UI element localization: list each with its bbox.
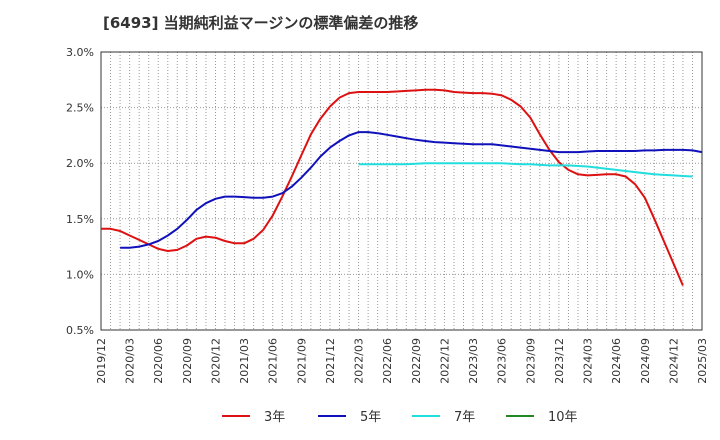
x-tick-label: 2025/03 [696, 338, 709, 384]
y-tick-label: 1.0% [66, 268, 94, 281]
series-line-5年 [120, 131, 703, 249]
y-tick-label: 0.5% [66, 324, 94, 337]
x-tick-label: 2020/12 [209, 338, 222, 384]
x-tick-label: 2022/12 [438, 338, 451, 384]
y-tick-label: 2.5% [66, 102, 94, 115]
x-tick-label: 2021/09 [295, 338, 308, 384]
x-tick-label: 2023/12 [553, 338, 566, 384]
series-line-3年 [101, 88, 684, 286]
x-tick-label: 2020/06 [152, 338, 165, 384]
legend-label-5年: 5年 [360, 410, 381, 425]
x-tick-label: 2020/09 [181, 338, 194, 384]
x-tick-label: 2024/09 [639, 338, 652, 384]
x-tick-label: 2022/06 [381, 338, 394, 384]
legend-label-3年: 3年 [264, 410, 285, 425]
x-tick-label: 2021/03 [238, 338, 251, 384]
x-tick-label: 2024/03 [582, 338, 595, 384]
x-tick-label: 2020/03 [124, 338, 137, 384]
y-tick-label: 1.5% [66, 213, 94, 226]
x-tick-label: 2022/09 [410, 338, 423, 384]
y-tick-label: 2.0% [66, 157, 94, 170]
chart-title: [6493] 当期純利益マージンの標準偏差の推移 [103, 14, 419, 32]
x-tick-label: 2021/12 [324, 338, 337, 384]
x-tick-label: 2021/06 [267, 338, 280, 384]
x-tick-label: 2019/12 [95, 338, 108, 384]
x-tick-label: 2023/03 [467, 338, 480, 384]
x-tick-label: 2024/06 [610, 338, 623, 384]
x-tick-label: 2023/09 [524, 338, 537, 384]
x-tick-label: 2022/03 [353, 338, 366, 384]
x-tick-label: 2023/06 [496, 338, 509, 384]
x-tick-label: 2024/12 [667, 338, 680, 384]
y-tick-label: 3.0% [66, 46, 94, 59]
legend-label-10年: 10年 [548, 410, 578, 425]
legend-label-7年: 7年 [454, 410, 475, 425]
plot-background [101, 52, 702, 330]
plot-frame [100, 51, 703, 331]
series-line-7年 [358, 162, 693, 178]
